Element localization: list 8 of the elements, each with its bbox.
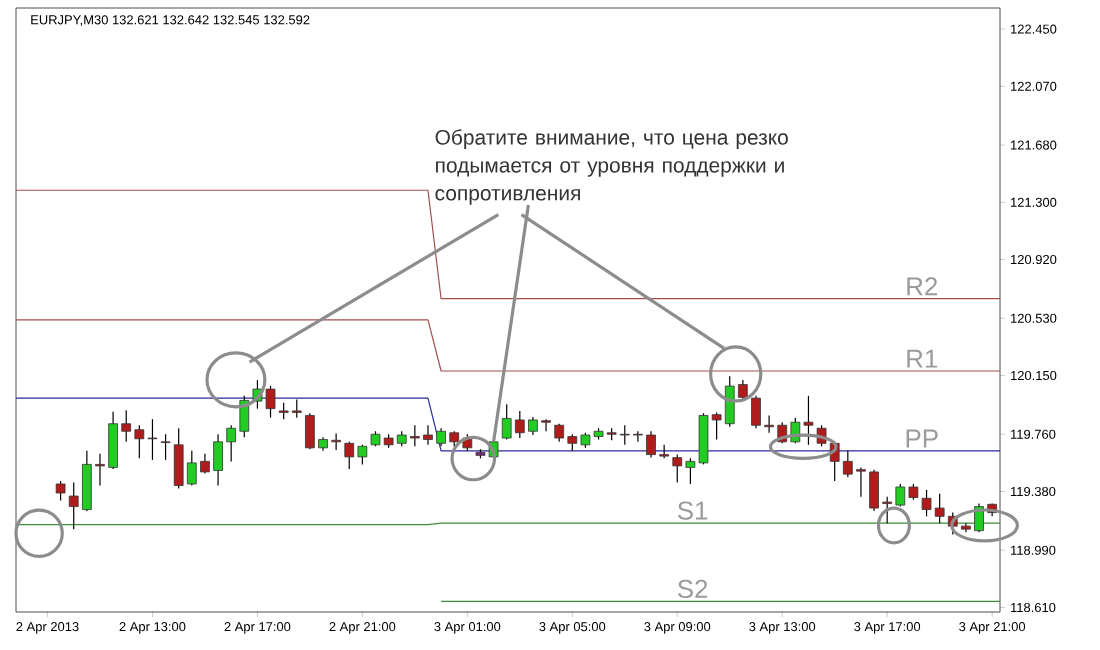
annotation: Обратите внимание, что цена резко подымается от уровня поддержки и сопротивления <box>435 129 788 205</box>
candlestick <box>160 433 171 461</box>
series-label: R1 <box>907 349 938 368</box>
series-label: PP <box>906 429 938 448</box>
series-label: R2 <box>907 277 938 296</box>
candlestick <box>55 480 66 502</box>
series-label: S1 <box>677 501 708 520</box>
series-label: S2 <box>677 579 708 599</box>
